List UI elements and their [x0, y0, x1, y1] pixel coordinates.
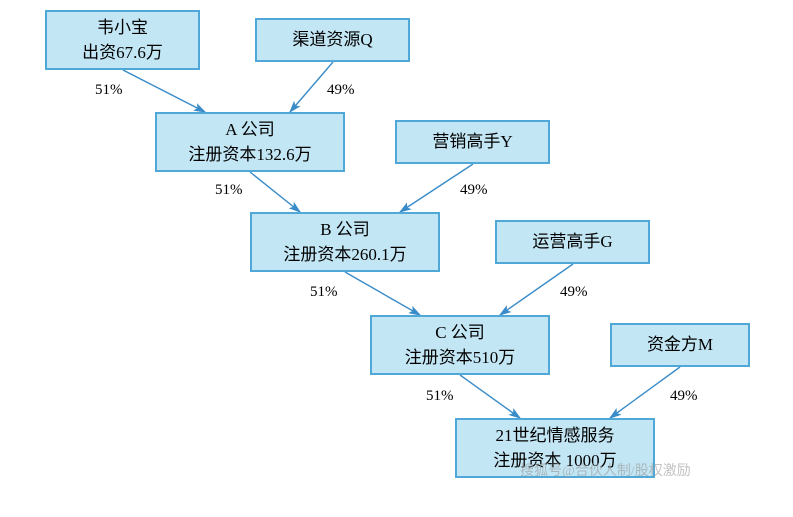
node-a: A 公司注册资本132.6万	[155, 112, 345, 172]
edge-arrow-6	[460, 375, 520, 418]
edge-arrow-2	[250, 172, 300, 212]
node-wei: 韦小宝出资67.6万	[45, 10, 200, 70]
edge-label-4: 51%	[310, 284, 338, 301]
node-line1: C 公司	[435, 320, 485, 346]
node-y: 营销高手Y	[395, 120, 550, 164]
edge-arrow-0	[123, 70, 205, 112]
edge-label-3: 49%	[460, 182, 488, 199]
edge-label-2: 51%	[215, 182, 243, 199]
edge-label-6: 51%	[426, 388, 454, 405]
node-line1: 渠道资源Q	[292, 27, 372, 53]
node-line1: 21世纪情感服务	[496, 423, 615, 449]
node-c: C 公司注册资本510万	[370, 315, 550, 375]
node-line1: 资金方M	[647, 332, 713, 358]
node-line2: 出资67.6万	[82, 40, 163, 66]
edge-label-7: 49%	[670, 388, 698, 405]
edge-label-1: 49%	[327, 82, 355, 99]
node-m: 资金方M	[610, 323, 750, 367]
node-g: 运营高手G	[495, 220, 650, 264]
watermark-text: 搜狐号@合伙人制/股权激励	[520, 460, 691, 480]
edge-label-5: 49%	[560, 284, 588, 301]
node-line2: 注册资本260.1万	[283, 242, 406, 268]
node-line1: 运营高手G	[532, 229, 612, 255]
node-line1: B 公司	[320, 217, 370, 243]
node-line2: 注册资本132.6万	[188, 142, 311, 168]
edge-arrow-4	[345, 272, 420, 315]
node-line1: A 公司	[225, 117, 275, 143]
node-b: B 公司注册资本260.1万	[250, 212, 440, 272]
edge-label-0: 51%	[95, 82, 123, 99]
node-line2: 注册资本510万	[405, 345, 516, 371]
node-line1: 营销高手Y	[432, 129, 512, 155]
node-line1: 韦小宝	[97, 15, 148, 41]
node-q: 渠道资源Q	[255, 18, 410, 62]
